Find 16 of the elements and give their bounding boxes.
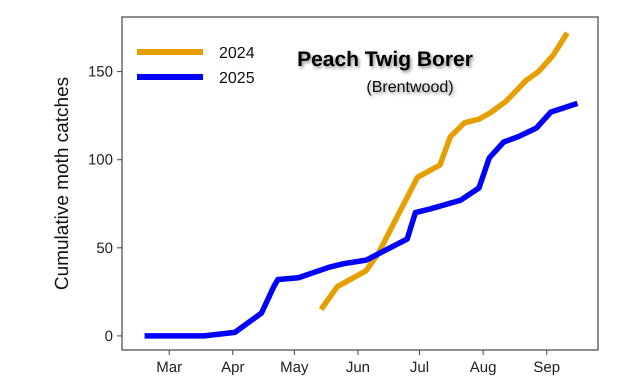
x-tick-label: Jul [410, 359, 430, 376]
text: Peach Twig Borer [297, 48, 473, 71]
y-tick-label: 150 [88, 64, 113, 81]
x-tick-label: Aug [470, 359, 496, 376]
x-tick-label: Jun [346, 359, 370, 376]
x-tick-label: Sep [533, 359, 560, 376]
legend-label: 2025 [219, 70, 255, 87]
x-tick-label: May [280, 359, 310, 376]
y-tick-label: 0 [104, 328, 113, 345]
legend-label: 2024 [219, 45, 255, 62]
y-axis-title: Cumulative moth catches [52, 76, 73, 290]
x-tick-label: Apr [221, 359, 244, 376]
text: (Brentwood) [366, 79, 454, 96]
x-tick-label: Mar [156, 359, 182, 376]
y-tick-label: 50 [96, 240, 113, 257]
y-tick-label: 100 [88, 152, 113, 169]
